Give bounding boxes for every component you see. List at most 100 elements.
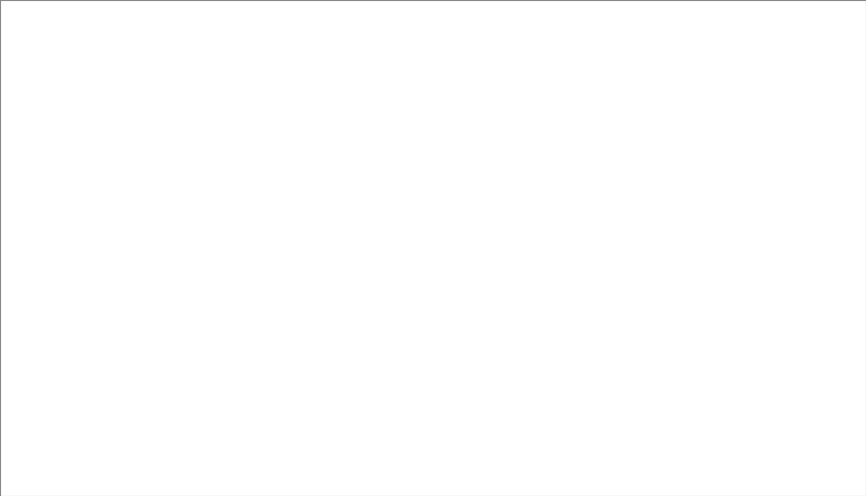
Text: ⓘ: ⓘ (160, 433, 166, 443)
Text: ⓘ Please see Shaft Alteration Overview for details if provided. ⇒ P.143: ⓘ Please see Shaft Alteration Overview f… (5, 468, 273, 477)
Bar (368, 319, 423, 328)
Text: A(E)=0 or A(E)≥2: A(E)=0 or A(E)≥2 (170, 433, 240, 442)
Bar (2, 452, 80, 462)
Text: Alteration to L dimension tolerance: Alteration to L dimension tolerance (160, 57, 333, 66)
Text: LKC: LKC (198, 66, 214, 75)
Text: NSC: NSC (549, 344, 579, 357)
Text: Orientation between set screw flats is not coplanar.: Orientation between set screw flats is n… (170, 442, 378, 451)
Bar (430, 52, 866, 130)
Bar (79, 449, 93, 465)
Text: PMC, PMS (Fine): PMC, PMS (Fine) (436, 258, 496, 267)
Text: WSC(X)≥0: WSC(X)≥0 (170, 204, 212, 213)
Bar (368, 413, 423, 422)
Text: 50: 50 (377, 439, 387, 448)
Bar (59, 446, 79, 452)
Text: FC, E=1mm Increment: FC, E=1mm Increment (160, 305, 251, 314)
Text: ND(Nx3): ND(Nx3) (469, 394, 502, 403)
Text: h: h (483, 133, 488, 139)
Bar (78, 329, 92, 345)
Text: ND: ND (553, 417, 576, 430)
Text: 90-deg. Set Screw Flats at Two Locations: 90-deg. Set Screw Flats at Two Locations (590, 135, 791, 144)
Bar (590, 405, 635, 414)
Text: Ordering Code: Ordering Code (591, 262, 637, 267)
Text: Applicable to D=12 or more: Applicable to D=12 or more (637, 347, 750, 356)
Bar (476, 178, 494, 188)
Text: PMC14: PMC14 (628, 262, 656, 271)
Text: 30: 30 (380, 199, 390, 205)
Bar (446, 278, 504, 294)
Bar (160, 166, 196, 175)
Bar (0, 0, 36, 36)
Text: ⓘ: ⓘ (160, 424, 166, 434)
Text: -: - (244, 30, 248, 39)
Text: (LKC, WSC →etc.): (LKC, WSC →etc.) (428, 4, 500, 13)
Text: 35: 35 (366, 199, 376, 205)
Text: A: A (0, 400, 3, 406)
Text: ⓘ Alterations may lower hardness. See ⇒ P.142.: ⓘ Alterations may lower hardness. See ⇒ … (5, 487, 186, 496)
Text: Change to Fine Thread: Change to Fine Thread (590, 253, 701, 262)
Text: h: h (407, 406, 413, 415)
Text: 41: 41 (380, 215, 390, 221)
Text: Spec.: Spec. (277, 38, 310, 48)
Text: Change to Fine Tapped Thread: Change to Fine Tapped Thread (590, 329, 739, 338)
Text: -: - (350, 30, 353, 39)
Text: 5: 5 (341, 167, 346, 173)
Bar (430, 248, 866, 324)
Bar (444, 418, 466, 436)
Text: h: h (81, 352, 87, 358)
Text: D: D (378, 406, 385, 415)
Text: ⓘ: ⓘ (160, 323, 166, 333)
Bar (498, 192, 508, 196)
Text: 10: 10 (352, 199, 361, 205)
Text: 10: 10 (325, 183, 333, 189)
Text: -: - (347, 4, 351, 14)
Text: Code: Code (120, 38, 149, 48)
Text: E: E (83, 400, 87, 406)
Text: Orientation between two set: Orientation between two set (600, 180, 714, 189)
Text: Not available in combination with WRC.: Not available in combination with WRC. (600, 84, 759, 93)
Text: W: W (381, 159, 389, 165)
Bar (74, 197, 84, 208)
Bar (462, 170, 472, 174)
Text: WSC+X+ℓ1×2<L: WSC+X+ℓ1×2<L (170, 195, 239, 204)
Bar (160, 175, 205, 184)
Text: h: h (407, 296, 413, 305)
Text: LKC: LKC (28, 142, 42, 151)
Text: -: - (196, 30, 199, 39)
Text: 0.5: 0.5 (404, 305, 416, 314)
Bar (368, 294, 423, 304)
Bar (368, 327, 423, 336)
Bar (494, 174, 512, 192)
Text: (P is changed to PMC): (P is changed to PMC) (594, 271, 687, 280)
Text: 200≤L<500→→L±0.05: 200≤L<500→→L±0.05 (164, 102, 255, 111)
Text: 20: 20 (366, 175, 376, 181)
Bar (430, 384, 866, 470)
Text: Change the effective length of tapped part to Nx3.: Change the effective length of tapped pa… (590, 389, 838, 398)
Text: 50: 50 (377, 329, 387, 338)
Text: WFC: WFC (118, 440, 152, 453)
Text: 8: 8 (340, 183, 346, 189)
Text: (P is changed to PMS): (P is changed to PMS) (594, 289, 686, 298)
Text: for LKC.: for LKC. (160, 84, 191, 93)
Text: SFAD30: SFAD30 (160, 30, 192, 39)
Bar (61, 189, 71, 193)
Bar (430, 130, 866, 248)
Text: ⊗: ⊗ (160, 442, 168, 452)
Text: WFC8-A8-E4: WFC8-A8-E4 (198, 406, 250, 415)
Text: 16: 16 (380, 167, 390, 173)
Bar (160, 294, 196, 303)
Bar (0, 52, 430, 154)
Bar (430, 324, 866, 384)
Text: Only applicable to D=10~30 and: Only applicable to D=10~30 and (637, 407, 770, 416)
Circle shape (467, 77, 495, 105)
Text: L dimensions can be specified in 0.1mm increment: L dimensions can be specified in 0.1mm i… (160, 75, 365, 84)
Bar (444, 346, 464, 362)
Bar (0, 282, 430, 392)
Text: ℓ1: ℓ1 (395, 159, 403, 165)
Text: PMS14: PMS14 (594, 280, 626, 289)
Text: 2mm: 2mm (346, 478, 365, 487)
Text: Not available in combination with FC.: Not available in combination with FC. (164, 451, 320, 460)
Text: 36: 36 (380, 207, 390, 213)
Text: B30: B30 (249, 30, 266, 39)
Bar (23, 446, 44, 452)
